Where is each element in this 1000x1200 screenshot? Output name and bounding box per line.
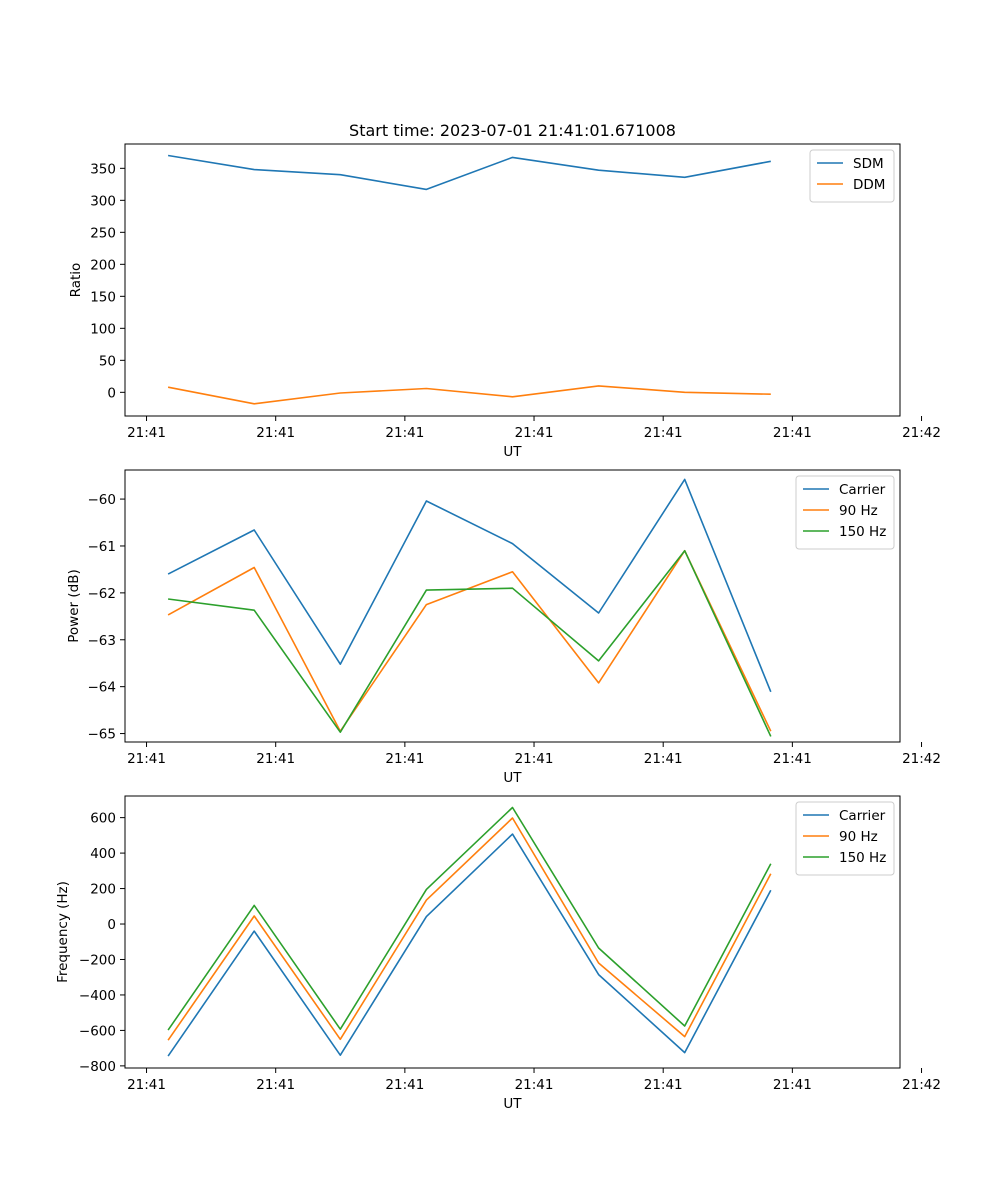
series-line-carrier bbox=[167, 833, 772, 1057]
legend-label: 90 Hz bbox=[839, 829, 878, 845]
series-line-carrier bbox=[167, 478, 772, 693]
x-tick-label: 21:41 bbox=[515, 1077, 554, 1093]
y-tick-label: 350 bbox=[90, 161, 116, 177]
legend-label: Carrier bbox=[839, 808, 886, 824]
y-tick-label: 200 bbox=[90, 257, 116, 273]
chart-panel-1: 21:41 21:41 21:41 21:41 21:41 21:41 21:42 0 50 10… bbox=[68, 121, 941, 460]
plot-frame bbox=[124, 469, 901, 743]
x-tick-label: 21:41 bbox=[256, 751, 295, 767]
y-tick-label: 0 bbox=[107, 385, 116, 401]
x-tick-label: 21:41 bbox=[644, 425, 683, 441]
x-tick-label: 21:41 bbox=[773, 1077, 812, 1093]
x-tick-label: 21:42 bbox=[902, 1077, 941, 1093]
chart-panel-3: 21:41 21:41 21:41 21:41 21:41 21:41 21:42 −800 −… bbox=[55, 795, 941, 1112]
y-tick-label: −60 bbox=[88, 492, 117, 508]
y-tick-label: −65 bbox=[88, 727, 117, 743]
y-tick-label: 200 bbox=[90, 882, 116, 898]
legend-label: SDM bbox=[853, 156, 884, 172]
y-tick-label: 150 bbox=[90, 289, 116, 305]
x-tick-label: 21:41 bbox=[773, 751, 812, 767]
y-tick-label: −200 bbox=[79, 952, 116, 968]
x-tick-label: 21:41 bbox=[127, 1077, 166, 1093]
y-tick-label: −400 bbox=[79, 988, 116, 1004]
x-tick-label: 21:41 bbox=[644, 1077, 683, 1093]
legend: SDM DDM bbox=[809, 149, 895, 203]
y-tick-label: −800 bbox=[79, 1059, 116, 1075]
series-line-90-hz bbox=[167, 817, 772, 1041]
legend-label: DDM bbox=[853, 177, 885, 193]
y-tick-label: −63 bbox=[88, 633, 117, 649]
x-tick-label: 21:41 bbox=[127, 751, 166, 767]
y-tick-label: −600 bbox=[79, 1023, 116, 1039]
y-tick-label: 600 bbox=[90, 811, 116, 827]
x-tick-label: 21:41 bbox=[385, 425, 424, 441]
x-axis-label: UT bbox=[503, 1096, 522, 1112]
chart-panel-2: 21:41 21:41 21:41 21:41 21:41 21:41 21:42 −65 −6… bbox=[66, 469, 941, 786]
legend-label: 150 Hz bbox=[839, 850, 886, 866]
y-tick-label: −64 bbox=[88, 680, 117, 696]
y-tick-label: −62 bbox=[88, 586, 117, 602]
y-tick-label: 300 bbox=[90, 193, 116, 209]
legend-label: 150 Hz bbox=[839, 524, 886, 540]
x-tick-label: 21:41 bbox=[515, 751, 554, 767]
y-axis-label: Ratio bbox=[68, 263, 84, 298]
y-tick-label: 400 bbox=[90, 846, 116, 862]
plot-frame bbox=[124, 143, 901, 417]
x-axis-label: UT bbox=[503, 770, 522, 786]
x-tick-label: 21:41 bbox=[644, 751, 683, 767]
x-tick-label: 21:41 bbox=[385, 751, 424, 767]
legend: Carrier 90 Hz 150 Hz bbox=[795, 801, 895, 876]
y-tick-label: −61 bbox=[88, 539, 117, 555]
y-tick-label: 0 bbox=[107, 917, 116, 933]
x-tick-label: 21:42 bbox=[902, 425, 941, 441]
y-tick-label: 100 bbox=[90, 321, 116, 337]
x-tick-label: 21:41 bbox=[385, 1077, 424, 1093]
series-line-150-hz bbox=[167, 549, 772, 737]
series-line-90-hz bbox=[167, 549, 772, 733]
x-tick-label: 21:41 bbox=[256, 425, 295, 441]
y-axis-label: Frequency (Hz) bbox=[55, 881, 71, 983]
plot-frame bbox=[124, 795, 901, 1069]
x-tick-label: 21:42 bbox=[902, 751, 941, 767]
x-tick-label: 21:41 bbox=[773, 425, 812, 441]
legend: Carrier 90 Hz 150 Hz bbox=[795, 475, 895, 550]
y-axis-label: Power (dB) bbox=[66, 569, 82, 642]
series-line-sdm bbox=[167, 154, 771, 191]
y-tick-label: 250 bbox=[90, 225, 116, 241]
legend-label: Carrier bbox=[839, 482, 886, 498]
series-line-150-hz bbox=[167, 806, 772, 1031]
x-tick-label: 21:41 bbox=[256, 1077, 295, 1093]
y-tick-label: 50 bbox=[99, 353, 116, 369]
x-tick-label: 21:41 bbox=[515, 425, 554, 441]
x-axis-label: UT bbox=[503, 444, 522, 460]
chart-title: Start time: 2023-07-01 21:41:01.671008 bbox=[349, 121, 676, 140]
x-tick-label: 21:41 bbox=[127, 425, 166, 441]
series-line-ddm bbox=[167, 385, 771, 405]
legend-label: 90 Hz bbox=[839, 503, 878, 519]
